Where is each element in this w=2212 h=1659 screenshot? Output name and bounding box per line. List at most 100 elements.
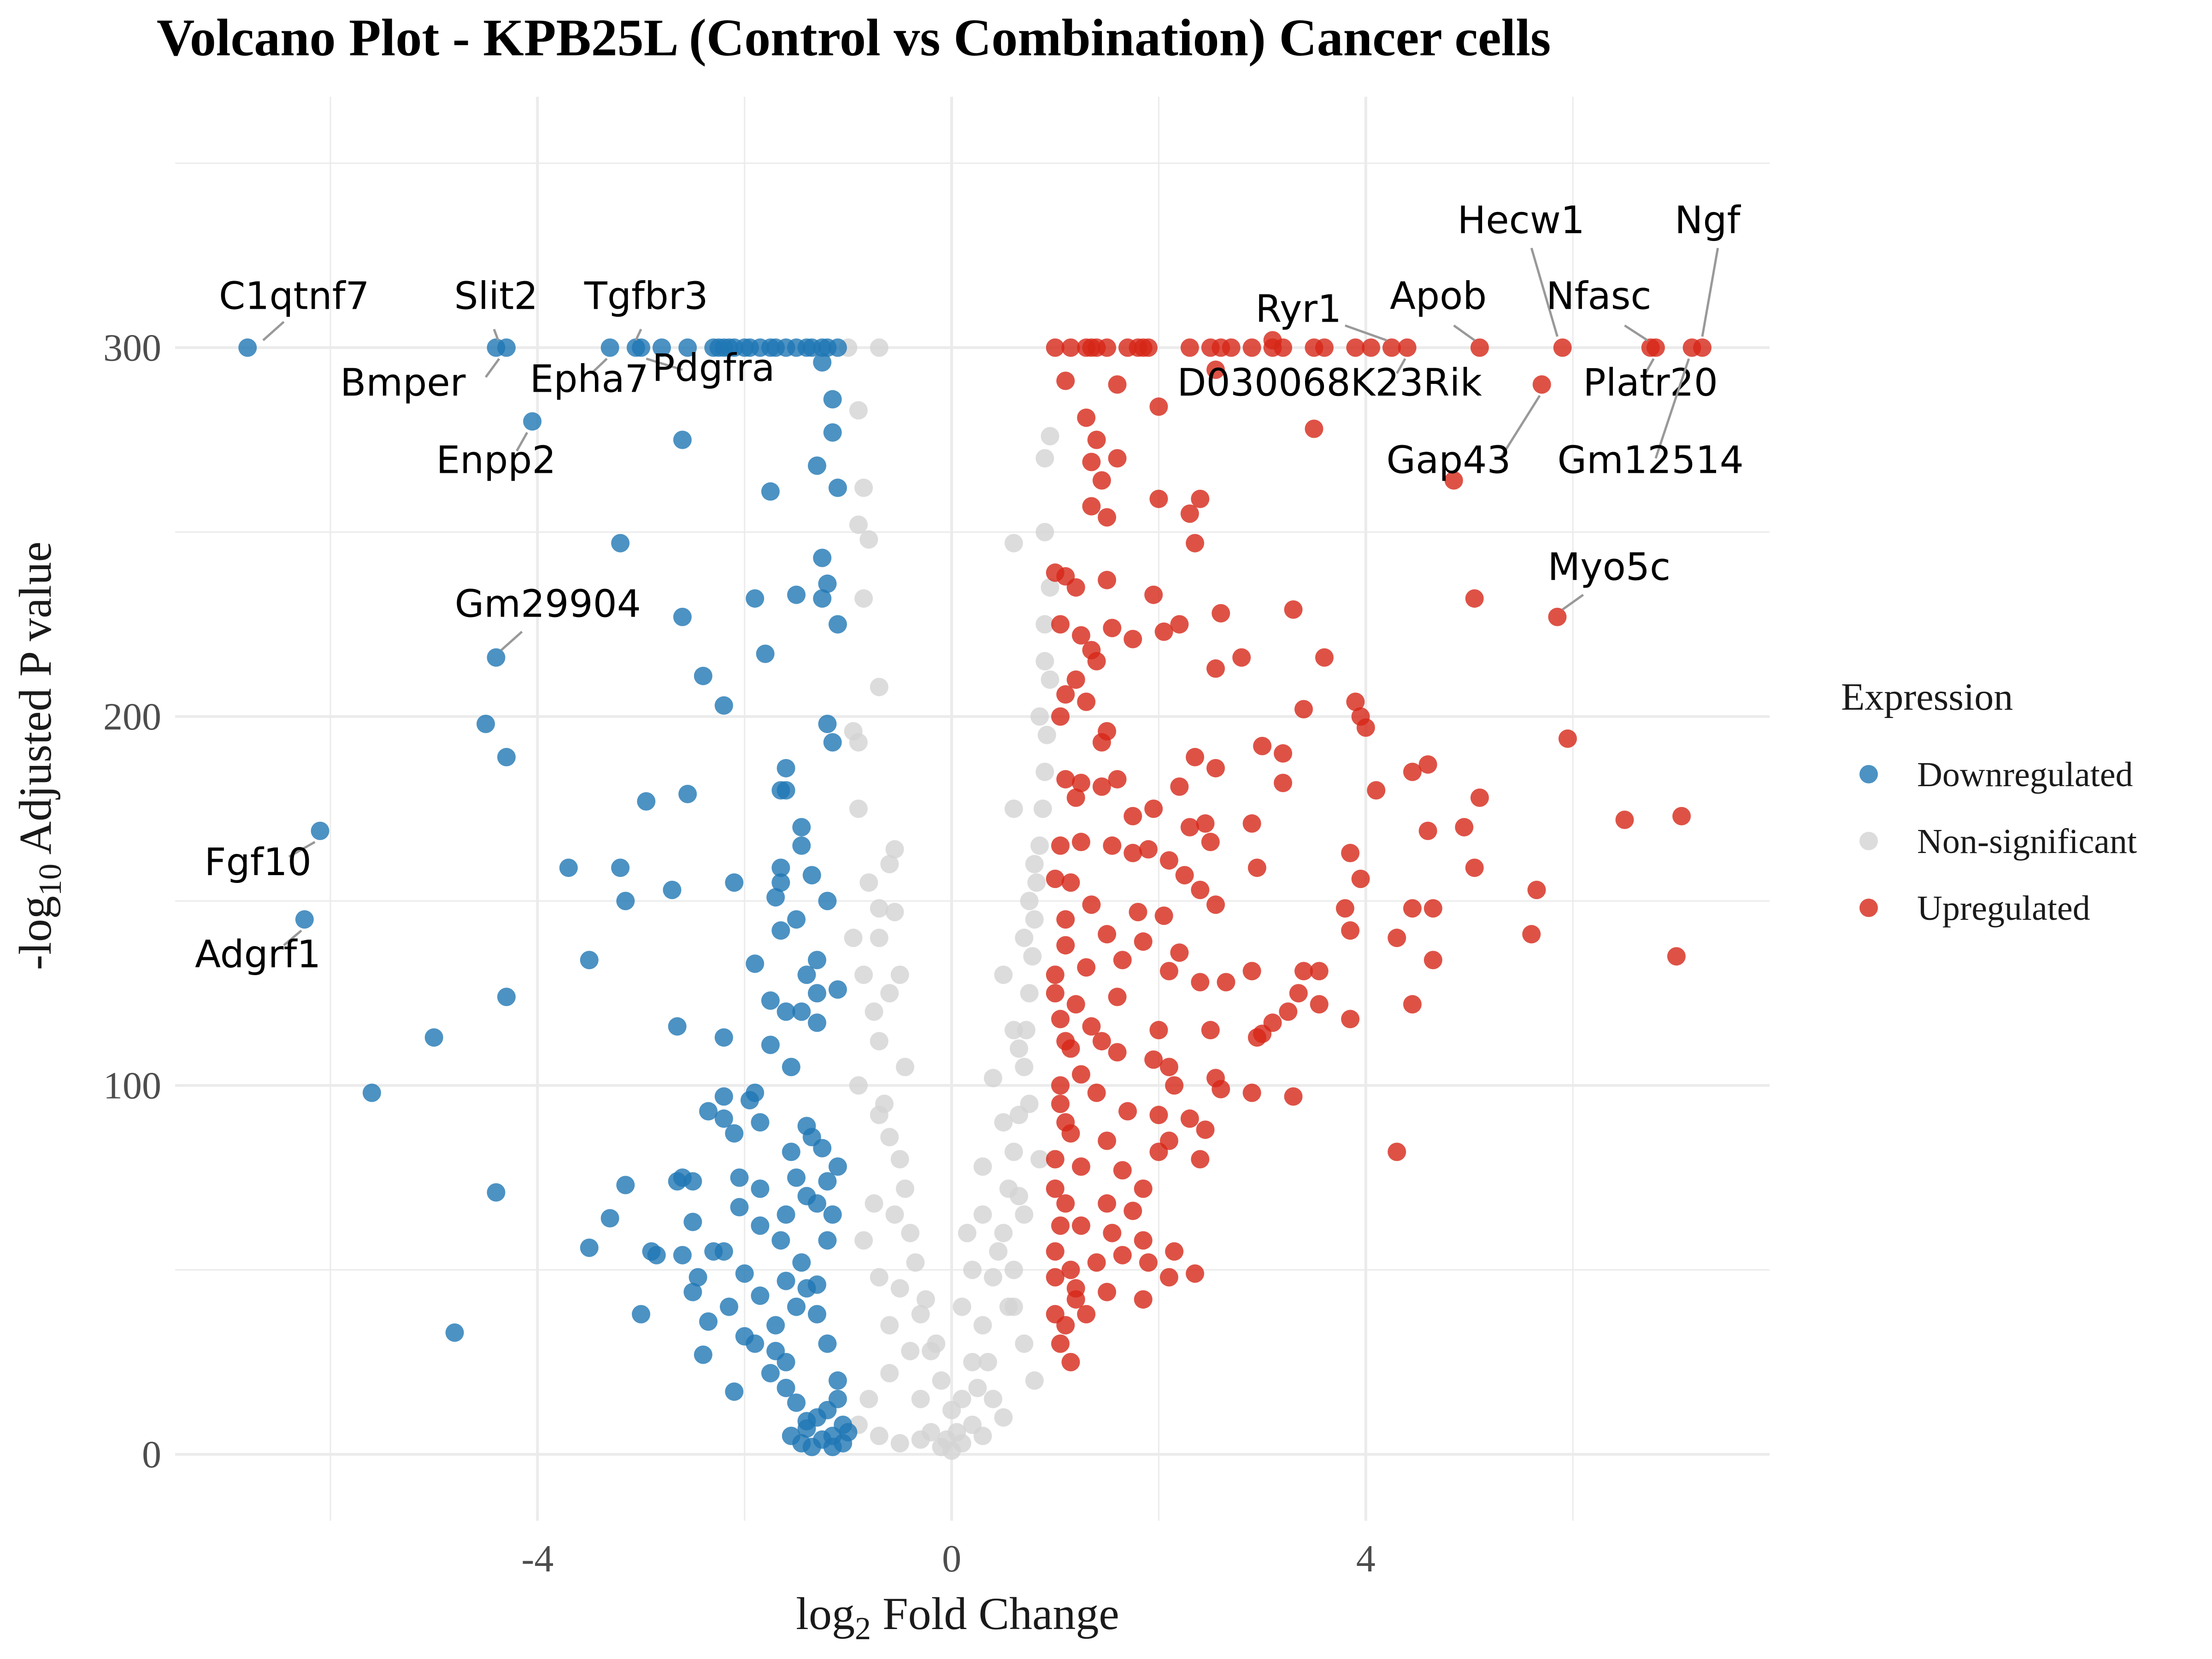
data-point (865, 1002, 883, 1021)
x-axis-label-prefix: log (796, 1588, 855, 1639)
data-point (1305, 419, 1324, 438)
data-point (1098, 1282, 1117, 1301)
annotation-leader-line (500, 630, 523, 651)
annotation-label: Hecw1 (1458, 199, 1585, 242)
data-point (1098, 925, 1117, 944)
data-point (1108, 449, 1127, 468)
data-point (688, 1268, 707, 1287)
annotation-leader-line (590, 358, 608, 375)
data-point (497, 747, 516, 766)
data-point (849, 401, 868, 420)
data-point (1092, 471, 1111, 490)
data-point (1066, 995, 1085, 1014)
data-point (787, 1297, 806, 1316)
data-point (714, 696, 733, 715)
data-point (870, 929, 888, 947)
data-point (818, 574, 837, 593)
data-point (699, 1312, 718, 1331)
data-point (1025, 1371, 1044, 1390)
data-point (1154, 906, 1173, 925)
data-point (813, 548, 832, 567)
data-point (854, 589, 873, 608)
data-point (777, 1205, 795, 1224)
data-point (870, 1032, 888, 1051)
data-point (714, 1109, 733, 1128)
data-point (1134, 1231, 1153, 1250)
data-point (1010, 1039, 1029, 1058)
annotation-label: Bmper (340, 361, 466, 405)
data-point (839, 1423, 858, 1441)
data-point (1061, 1260, 1080, 1279)
data-point (807, 1194, 826, 1213)
data-point (735, 1264, 754, 1283)
data-point (958, 1224, 977, 1242)
legend-swatch (1859, 899, 1878, 917)
annotation-leader-line (1654, 358, 1690, 459)
data-point (1341, 1010, 1360, 1029)
x-tick-label: 0 (942, 1537, 961, 1580)
data-point (1046, 338, 1065, 357)
data-point (1004, 1260, 1023, 1279)
data-point (1139, 840, 1158, 859)
data-point (963, 1260, 982, 1279)
annotation-leader-line (288, 841, 316, 858)
data-point (911, 1305, 930, 1324)
data-point (1351, 707, 1370, 726)
data-point (1418, 755, 1437, 774)
data-point (1041, 670, 1059, 689)
data-point (1159, 1058, 1178, 1077)
data-point (1186, 1264, 1205, 1283)
data-point (813, 353, 832, 372)
data-point (1071, 833, 1090, 852)
data-point (756, 644, 775, 663)
data-point (895, 1058, 914, 1077)
data-point (1020, 984, 1039, 1003)
annotation-label: Epha7 (530, 357, 649, 401)
data-point (1667, 947, 1686, 966)
annotation-leader-line (646, 357, 683, 371)
data-point (771, 859, 790, 877)
data-point (1159, 962, 1178, 981)
data-point (1118, 1102, 1137, 1121)
data-point (751, 1179, 770, 1198)
data-point (1346, 338, 1365, 357)
data-point (1098, 571, 1117, 589)
data-point (792, 1002, 811, 1021)
data-point (1522, 925, 1541, 944)
data-point (854, 965, 873, 984)
data-point (751, 1216, 770, 1235)
data-point (1108, 1043, 1127, 1062)
data-point (1242, 338, 1261, 357)
data-point (777, 1271, 795, 1290)
data-point (580, 1238, 599, 1257)
annotation-label: Enpp2 (436, 439, 556, 482)
data-point (1222, 338, 1241, 357)
data-point (1027, 873, 1046, 892)
y-axis-ticks: 0 100 200 300 (103, 326, 161, 1476)
y-tick-label: 300 (103, 326, 161, 369)
data-point (1403, 899, 1422, 918)
data-point (1134, 1290, 1153, 1309)
data-point (792, 818, 811, 837)
data-point (740, 1091, 759, 1110)
data-point (870, 677, 888, 696)
data-point (725, 1382, 744, 1401)
data-point (978, 1353, 997, 1371)
data-point (1165, 1242, 1184, 1261)
data-point (1341, 921, 1360, 940)
data-point (994, 965, 1013, 984)
data-point (1284, 600, 1303, 619)
data-point (1289, 984, 1308, 1003)
data-point (1403, 762, 1422, 781)
legend-label: Upregulated (1917, 889, 2090, 928)
data-point (694, 666, 712, 685)
data-point (1056, 1113, 1075, 1132)
data-point (1051, 707, 1070, 726)
data-point (1046, 1268, 1065, 1287)
data-point (994, 1408, 1013, 1427)
data-point (823, 423, 842, 442)
data-point (885, 1205, 904, 1224)
data-point (1092, 777, 1111, 796)
data-point (1139, 338, 1158, 357)
data-point (983, 1389, 1002, 1408)
